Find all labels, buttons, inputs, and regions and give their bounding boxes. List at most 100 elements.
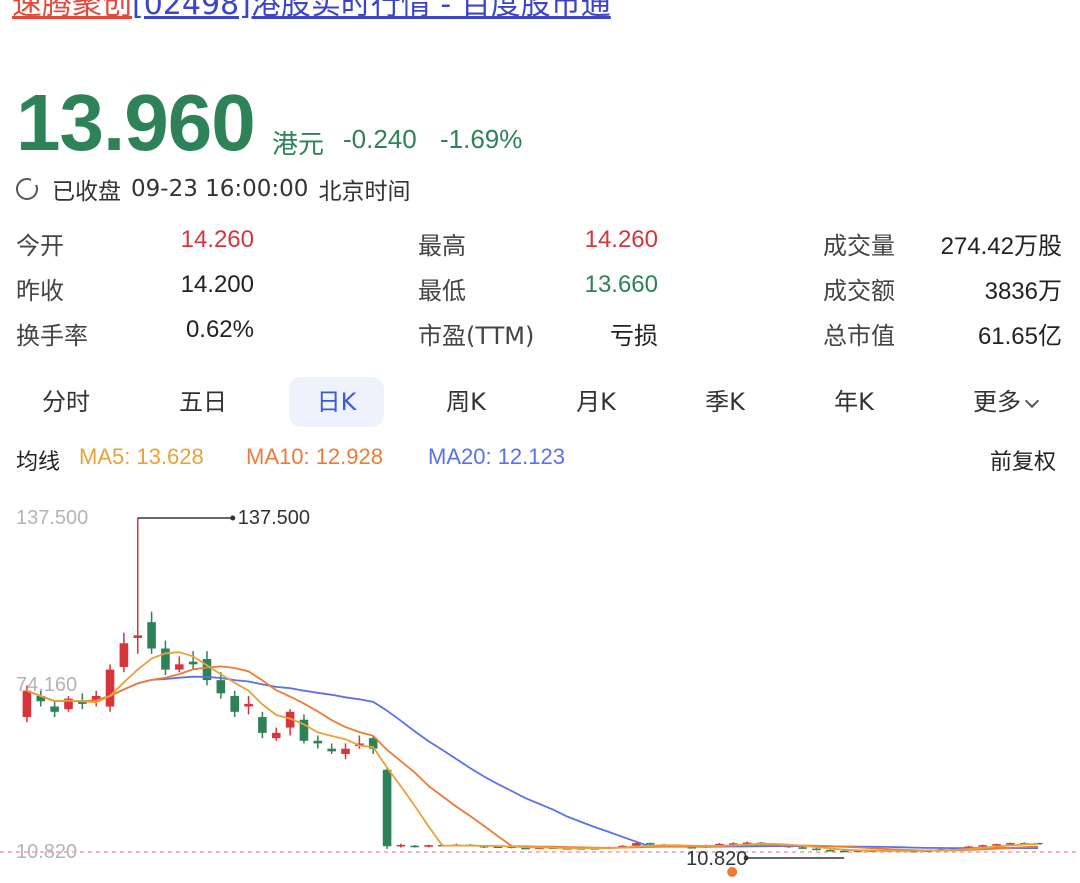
high-label: 最高 (418, 232, 466, 260)
page-title-link[interactable]: 速腾聚创[02498]港股实时行情 - 百度股市通 (12, 0, 611, 22)
candle-body (22, 690, 32, 718)
chevron-down-icon (1024, 393, 1040, 409)
status-datetime: 09-23 16:00:00 (131, 176, 309, 202)
adjust-mode-button[interactable]: 前复权 (990, 450, 1057, 475)
ma20-line (26, 675, 1039, 850)
candle-body (839, 850, 849, 853)
candle-body (188, 661, 198, 665)
tab-yearly-k[interactable]: 年K (834, 388, 874, 416)
volume-label: 成交量 (823, 232, 895, 260)
candle-body (521, 847, 530, 850)
pe-value: 亏损 (610, 323, 658, 350)
candle-body (479, 845, 489, 848)
candle-body (715, 843, 724, 846)
y-tick-label: 74.160 (16, 674, 77, 696)
current-price: 13.960 (16, 78, 256, 167)
candle-body (285, 711, 295, 728)
candle-body (645, 843, 655, 845)
status-text: 已收盘 (52, 179, 121, 205)
candle-body (216, 680, 226, 694)
low-value: 13.660 (584, 271, 658, 298)
ma10-line (26, 665, 1039, 852)
ma5-line (26, 651, 1039, 852)
price-change-pct: -1.69% (440, 124, 523, 154)
candle-body (105, 669, 115, 707)
clock-icon (16, 177, 39, 200)
pe-label: 市盈(TTM) (418, 322, 535, 350)
max-marker-dot (230, 515, 236, 521)
candle-body (493, 846, 503, 849)
mcap-label: 总市值 (823, 322, 895, 350)
candle-body (36, 695, 46, 702)
turnover-label: 换手率 (16, 322, 88, 350)
event-marker-dot (727, 867, 738, 877)
candle-body (618, 845, 627, 848)
y-tick-label: 10.820 (16, 841, 77, 863)
open-label: 今开 (16, 232, 64, 260)
tab-monthly-k[interactable]: 月K (576, 388, 616, 416)
stock-name-link[interactable]: 速腾聚创 (12, 0, 132, 22)
turnover-value: 0.62% (185, 316, 254, 343)
status-timezone: 北京时间 (318, 179, 411, 205)
candle-body (299, 719, 309, 741)
candle-body (826, 849, 835, 852)
ma10-value: MA10: 12.928 (246, 444, 383, 469)
tab-quarterly-k[interactable]: 季K (705, 388, 745, 416)
price-change: -0.240 (343, 124, 417, 154)
candle-body (327, 748, 336, 752)
stock-code-link[interactable]: [02498]港股实时行情 - 百度股市通 (132, 0, 611, 22)
candle-body (244, 703, 253, 707)
amount-value: 3836万 (984, 278, 1062, 305)
candle-body (396, 844, 406, 847)
candle-body (368, 738, 378, 749)
max-price-label: 137.500 (238, 507, 310, 529)
tab-more-label: 更多 (973, 388, 1021, 416)
candle-body (812, 848, 821, 851)
mcap-value: 61.65亿 (977, 323, 1062, 350)
low-label: 最低 (418, 277, 466, 305)
candle-body (341, 748, 350, 754)
volume-value: 274.42万股 (940, 233, 1062, 260)
min-marker-dot (743, 855, 749, 861)
candle-body (78, 701, 87, 704)
y-tick-label: 137.500 (16, 507, 88, 529)
candle-body (133, 635, 143, 638)
candle-body (161, 648, 170, 670)
tab-intraday[interactable]: 分时 (42, 388, 90, 416)
candle-body (147, 622, 156, 649)
tab-five-day[interactable]: 五日 (179, 388, 227, 416)
tab-more[interactable]: 更多 (950, 377, 1060, 427)
candle-body (64, 698, 73, 710)
candle-body (978, 845, 987, 847)
ma20-value: MA20: 12.123 (428, 444, 565, 469)
candle-body (202, 659, 212, 681)
prev-close-label: 昨收 (16, 277, 64, 305)
high-value: 14.260 (584, 226, 658, 253)
tab-daily-k[interactable]: 日K (289, 377, 384, 427)
candle-body (729, 843, 738, 845)
candle-body (742, 842, 752, 845)
candlestick-chart[interactable]: 137.500 74.160 10.820 137.500 10.820 (0, 490, 1080, 883)
candle-body (1006, 843, 1015, 845)
candle-body (313, 740, 323, 744)
ma5-value: MA5: 13.628 (79, 444, 204, 469)
candle-body (632, 843, 641, 846)
candle-body (50, 706, 59, 712)
candle-body (853, 850, 863, 852)
tab-weekly-k[interactable]: 周K (446, 388, 486, 416)
candle-body (992, 844, 1001, 846)
candle-body (271, 732, 281, 739)
market-status: 已收盘 09-23 16:00:00 北京时间 (16, 172, 410, 206)
candle-body (382, 769, 392, 847)
candle-body (230, 695, 239, 712)
candle-body (174, 664, 184, 670)
candle-body (410, 845, 420, 848)
candle-body (424, 845, 433, 847)
candle-body (798, 847, 807, 849)
prev-close-value: 14.200 (180, 271, 254, 298)
candle-body (119, 643, 129, 667)
ma-label: 均线 (16, 450, 61, 475)
candle-body (258, 717, 267, 733)
min-price-label: 10.820 (686, 848, 747, 870)
price-unit: 港元 (272, 130, 325, 160)
